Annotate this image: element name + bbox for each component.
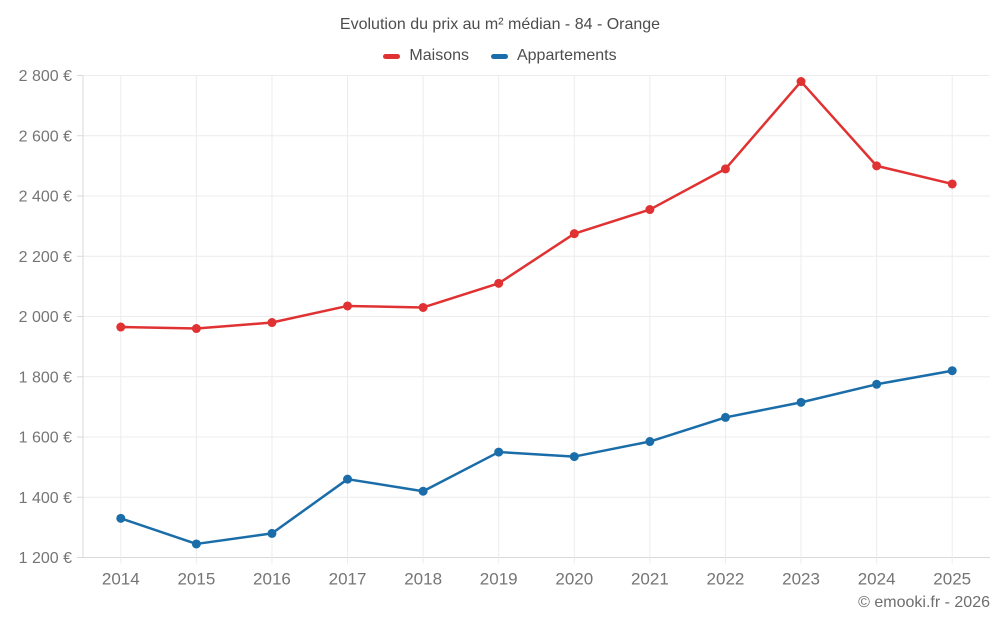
data-point-maisons-2020[interactable] — [569, 229, 579, 239]
data-point-maisons-2022[interactable] — [720, 164, 730, 174]
chart-title: Evolution du prix au m² médian - 84 - Or… — [339, 16, 661, 33]
x-axis-tick-label: 2024 — [858, 570, 896, 589]
x-axis-tick-label: 2020 — [555, 570, 593, 589]
y-axis-tick-label: 2 600 € — [19, 128, 72, 145]
data-point-appartements-2015[interactable] — [191, 539, 201, 549]
x-axis-tick-label: 2016 — [253, 570, 291, 589]
legend-label-appartements: Appartements — [516, 47, 617, 64]
legend-item-maisons[interactable]: Maisons — [383, 47, 469, 65]
x-axis-tick-label: 2015 — [177, 570, 215, 589]
y-axis-tick-label: 2 400 € — [19, 189, 72, 206]
data-point-appartements-2022[interactable] — [720, 412, 730, 422]
data-point-appartements-2014[interactable] — [116, 513, 126, 523]
chart-legend: Maisons Appartements — [0, 47, 1000, 65]
data-point-maisons-2017[interactable] — [343, 301, 353, 311]
y-axis-tick-label: 2 800 € — [19, 68, 72, 85]
data-point-appartements-2016[interactable] — [267, 528, 277, 538]
data-point-maisons-2023[interactable] — [796, 77, 806, 87]
x-axis-tick-label: 2022 — [707, 570, 745, 589]
x-axis-tick-label: 2018 — [404, 570, 442, 589]
data-point-maisons-2015[interactable] — [191, 324, 201, 334]
y-axis-tick-label: 2 200 € — [19, 249, 72, 266]
data-point-maisons-2024[interactable] — [872, 161, 882, 171]
legend-label-maisons: Maisons — [409, 47, 469, 64]
data-point-maisons-2016[interactable] — [267, 318, 277, 328]
copyright-footer: © emooki.fr - 2026 — [858, 594, 990, 611]
data-point-appartements-2024[interactable] — [872, 379, 882, 389]
series-line-maisons — [119, 80, 954, 330]
x-axis-tick-label: 2014 — [102, 570, 140, 589]
data-point-appartements-2021[interactable] — [645, 437, 655, 447]
y-axis-tick-label: 1 800 € — [19, 369, 72, 386]
x-axis-tick-label: 2017 — [329, 570, 367, 589]
y-axis-tick-label: 1 200 € — [19, 550, 72, 567]
legend-swatch-maisons-icon — [383, 53, 401, 59]
x-axis-tick-label: 2019 — [480, 570, 518, 589]
data-point-maisons-2019[interactable] — [494, 278, 504, 288]
data-point-appartements-2018[interactable] — [418, 486, 428, 496]
x-axis-tick-label: 2021 — [631, 570, 669, 589]
data-point-maisons-2025[interactable] — [947, 179, 957, 189]
series-line-appartements — [119, 369, 954, 546]
data-point-appartements-2017[interactable] — [343, 474, 353, 484]
legend-swatch-appartements-icon — [490, 53, 508, 59]
data-point-appartements-2025[interactable] — [947, 366, 957, 376]
data-point-maisons-2014[interactable] — [116, 322, 126, 332]
x-axis-tick-label: 2025 — [933, 570, 971, 589]
data-point-maisons-2018[interactable] — [418, 302, 428, 312]
data-point-appartements-2019[interactable] — [494, 447, 504, 457]
legend-item-appartements[interactable]: Appartements — [490, 47, 617, 65]
y-axis-tick-label: 2 000 € — [19, 309, 72, 326]
data-point-appartements-2023[interactable] — [796, 397, 806, 407]
x-axis-tick-label: 2023 — [782, 570, 820, 589]
data-point-appartements-2020[interactable] — [569, 452, 579, 462]
data-point-maisons-2021[interactable] — [645, 205, 655, 215]
y-axis-tick-label: 1 400 € — [19, 490, 72, 507]
y-axis-tick-label: 1 600 € — [19, 430, 72, 447]
